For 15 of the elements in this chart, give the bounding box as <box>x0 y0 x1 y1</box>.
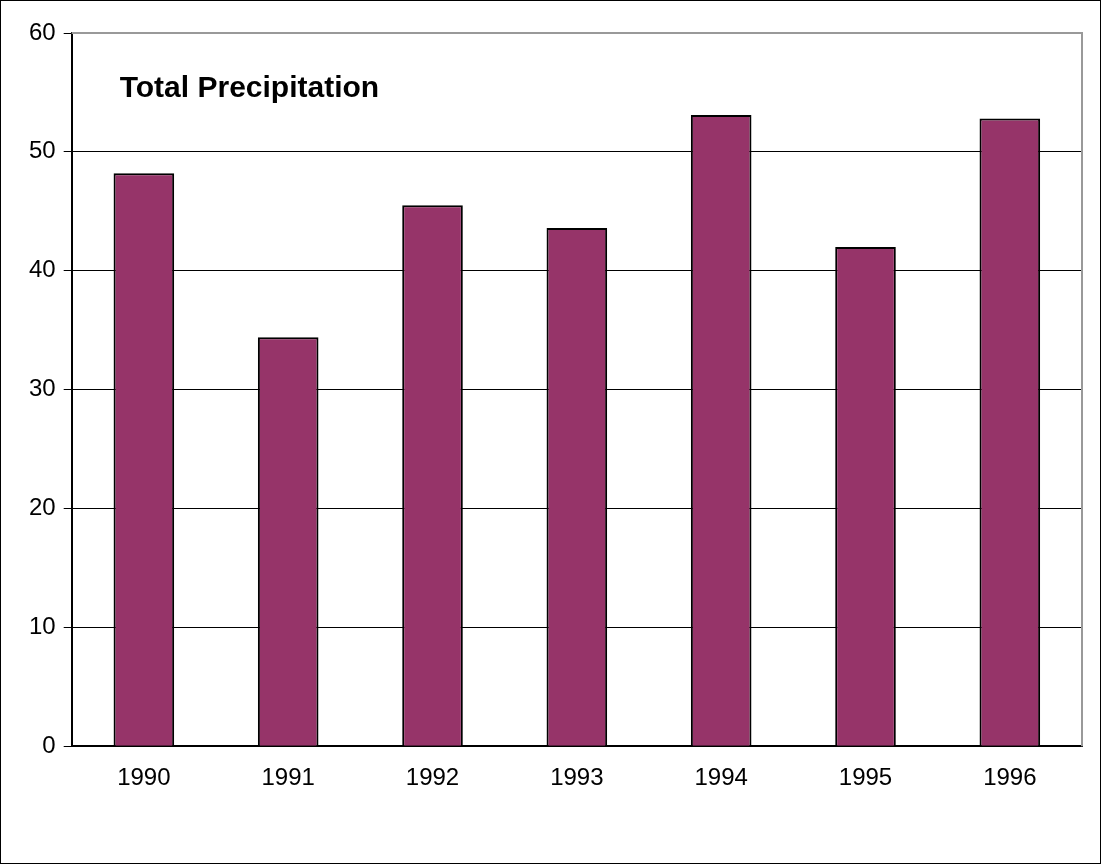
x-tick-label: 1995 <box>838 763 893 791</box>
y-tick-label: 20 <box>28 493 56 521</box>
x-tick-label: 1990 <box>117 763 171 791</box>
x-tick-label: 1991 <box>261 763 315 791</box>
y-tick-label: 10 <box>28 611 56 639</box>
y-tick-label: 50 <box>28 136 56 164</box>
x-tick-label: 1993 <box>550 763 604 791</box>
y-tick-label: 40 <box>28 255 56 283</box>
x-tick-label: 1994 <box>694 763 748 791</box>
y-tick-label: 30 <box>28 374 56 402</box>
text: Total Precipitation <box>119 70 380 104</box>
y-tick-label: 0 <box>42 730 56 758</box>
x-tick-label: 1996 <box>983 763 1037 791</box>
x-tick-label: 1992 <box>405 763 460 791</box>
y-tick-label: 60 <box>28 17 56 45</box>
